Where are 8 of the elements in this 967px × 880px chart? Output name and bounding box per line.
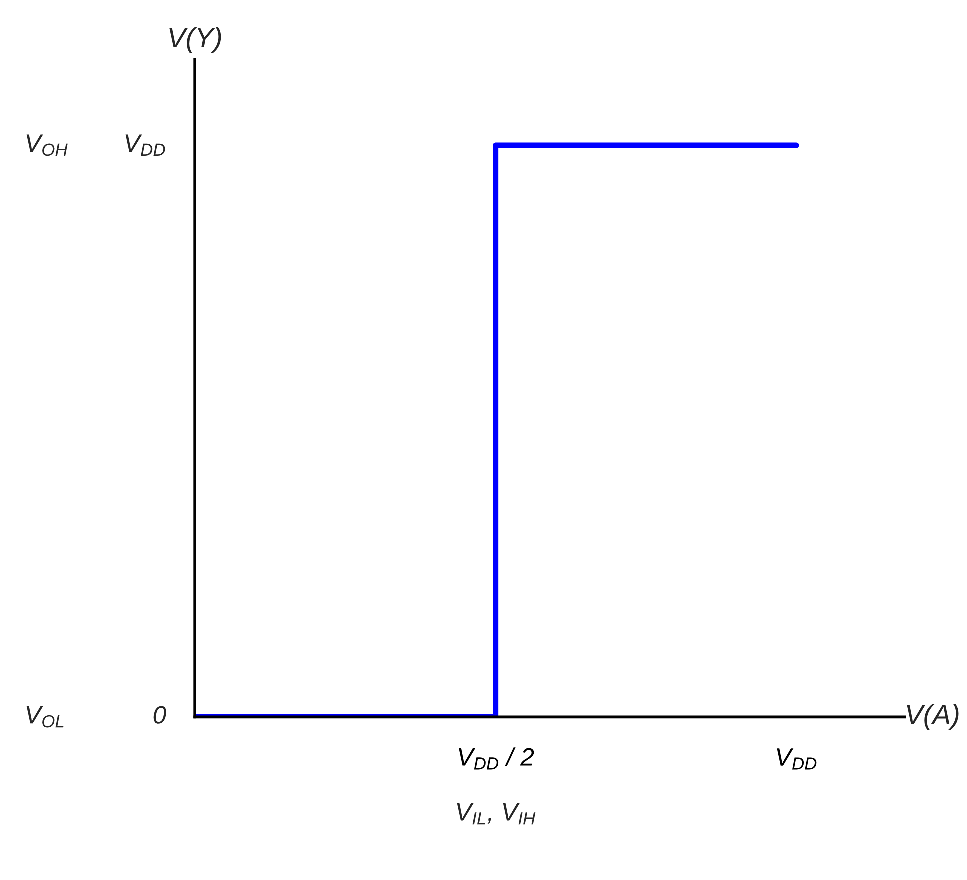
text: 0 (154, 706, 166, 724)
text: V$_{OL}$ (26, 706, 64, 728)
x-tick-label: V$_{DD}$ / 2 (459, 748, 534, 770)
y-axis-title: V(Y) (170, 27, 222, 54)
x-axis-title: V(A) (907, 704, 959, 730)
text: V$_{DD}$ (126, 134, 166, 156)
text: V$_{IL}$, V$_{IH}$ (457, 804, 536, 825)
text: V$_{OH}$ (26, 134, 68, 156)
